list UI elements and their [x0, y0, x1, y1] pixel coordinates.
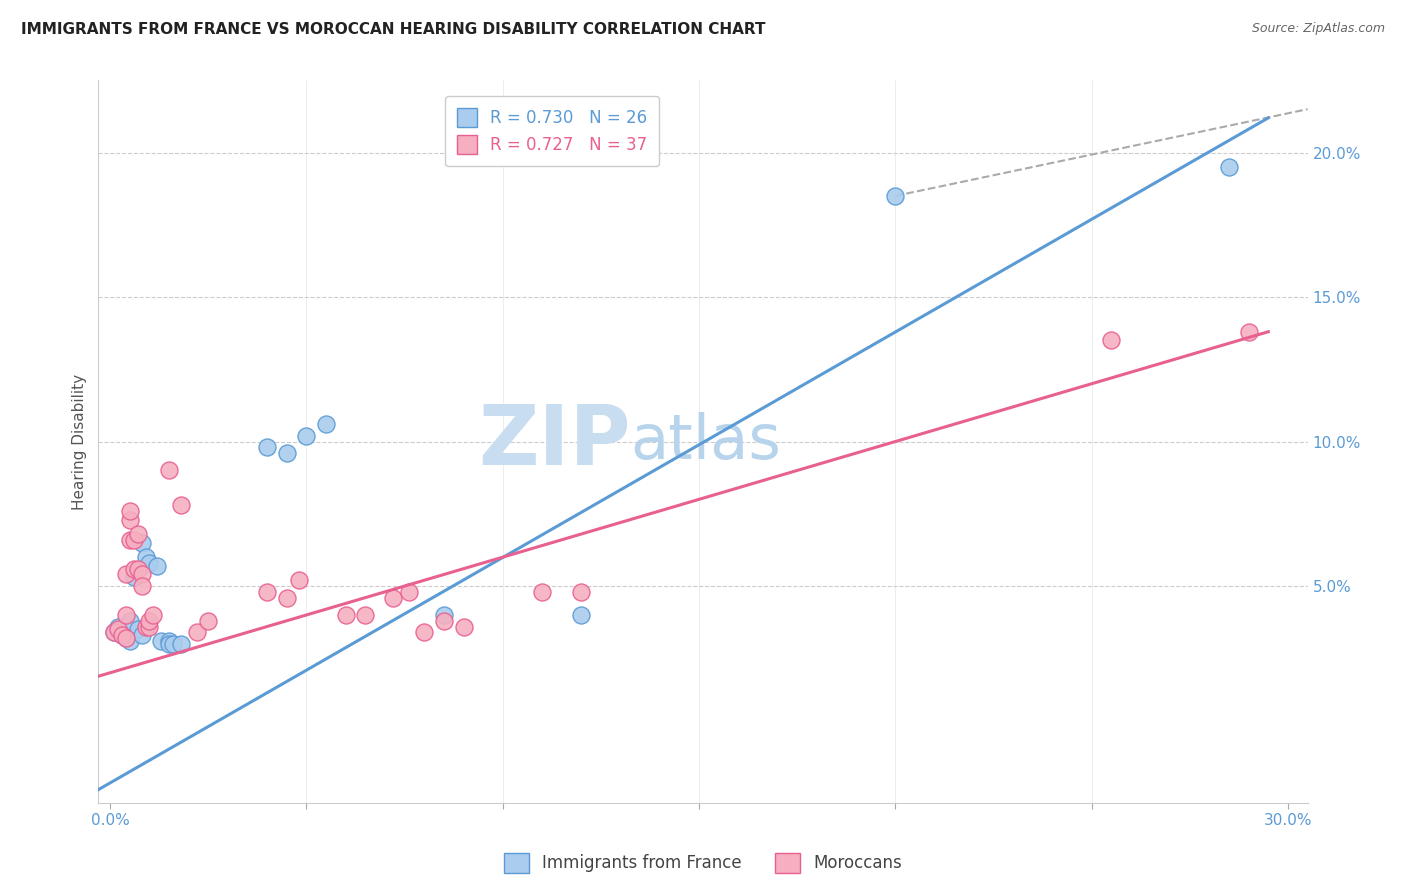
Legend: Immigrants from France, Moroccans: Immigrants from France, Moroccans — [498, 847, 908, 880]
Point — [127, 623, 149, 637]
Point — [157, 463, 180, 477]
Point — [150, 634, 173, 648]
Point — [115, 607, 138, 622]
Point — [315, 417, 337, 432]
Y-axis label: Hearing Disability: Hearing Disability — [72, 374, 87, 509]
Point — [1218, 160, 1240, 174]
Point — [118, 533, 141, 547]
Point — [127, 562, 149, 576]
Point — [433, 614, 456, 628]
Point — [111, 628, 134, 642]
Point — [118, 634, 141, 648]
Point — [122, 533, 145, 547]
Point — [287, 574, 309, 588]
Point — [162, 637, 184, 651]
Point — [531, 584, 554, 599]
Point — [131, 535, 153, 549]
Point — [131, 567, 153, 582]
Point — [157, 634, 180, 648]
Text: atlas: atlas — [630, 411, 782, 472]
Point — [103, 625, 125, 640]
Point — [335, 607, 357, 622]
Point — [122, 562, 145, 576]
Point — [107, 623, 129, 637]
Point — [131, 628, 153, 642]
Point — [118, 504, 141, 518]
Point — [569, 584, 592, 599]
Point — [354, 607, 377, 622]
Point — [142, 607, 165, 622]
Point — [295, 429, 318, 443]
Point — [138, 619, 160, 633]
Text: ZIP: ZIP — [478, 401, 630, 482]
Point — [884, 189, 907, 203]
Point — [398, 584, 420, 599]
Point — [186, 625, 208, 640]
Point — [115, 631, 138, 645]
Legend: R = 0.730   N = 26, R = 0.727   N = 37: R = 0.730 N = 26, R = 0.727 N = 37 — [446, 95, 659, 166]
Point — [127, 527, 149, 541]
Point — [122, 570, 145, 584]
Point — [1099, 334, 1122, 348]
Point — [381, 591, 404, 605]
Point — [138, 556, 160, 570]
Point — [170, 498, 193, 512]
Point — [138, 614, 160, 628]
Point — [413, 625, 436, 640]
Point — [115, 631, 138, 645]
Point — [256, 584, 278, 599]
Text: Source: ZipAtlas.com: Source: ZipAtlas.com — [1251, 22, 1385, 36]
Point — [453, 619, 475, 633]
Point — [170, 637, 193, 651]
Point — [115, 567, 138, 582]
Point — [433, 607, 456, 622]
Point — [146, 558, 169, 573]
Point — [276, 446, 298, 460]
Point — [256, 440, 278, 454]
Point — [157, 637, 180, 651]
Point — [118, 512, 141, 526]
Text: IMMIGRANTS FROM FRANCE VS MOROCCAN HEARING DISABILITY CORRELATION CHART: IMMIGRANTS FROM FRANCE VS MOROCCAN HEARI… — [21, 22, 766, 37]
Point — [1237, 325, 1260, 339]
Point — [569, 607, 592, 622]
Point — [103, 625, 125, 640]
Point — [111, 628, 134, 642]
Point — [197, 614, 219, 628]
Point — [135, 550, 157, 565]
Point — [135, 619, 157, 633]
Point — [276, 591, 298, 605]
Point — [118, 614, 141, 628]
Point — [131, 579, 153, 593]
Point — [107, 619, 129, 633]
